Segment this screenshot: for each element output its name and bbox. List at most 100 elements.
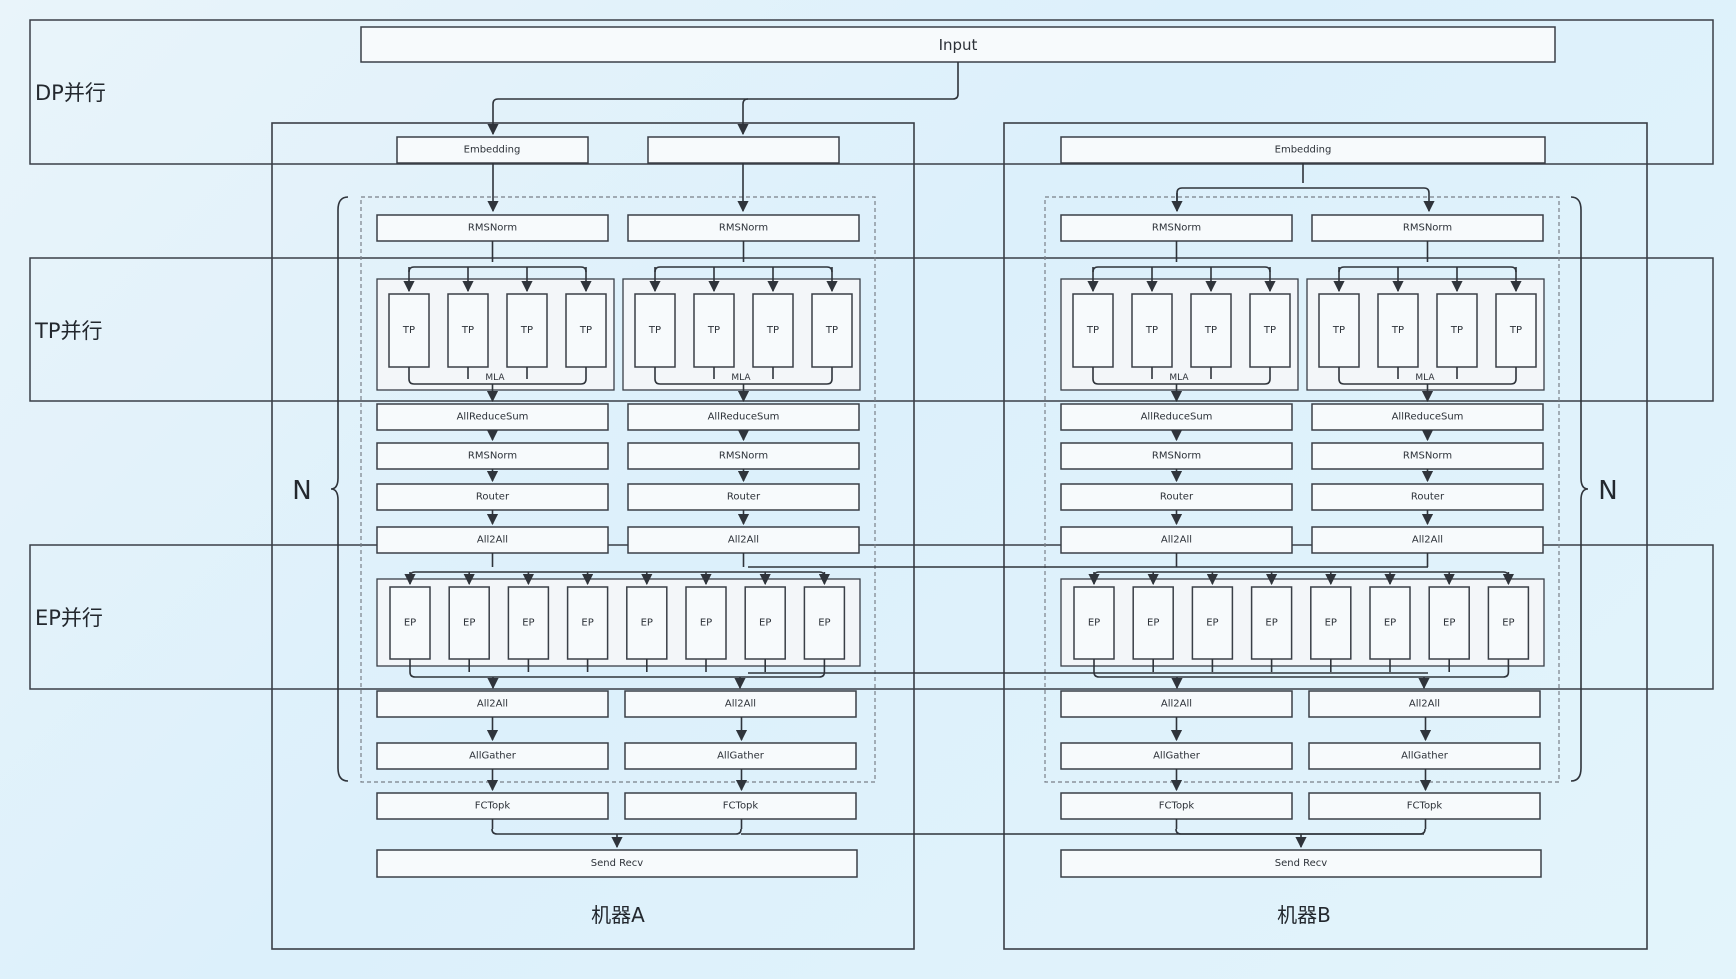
ep-unit-box xyxy=(1250,586,1293,660)
rmsnorm-box xyxy=(1060,214,1293,242)
tp-unit-label: TP xyxy=(461,325,474,336)
tp-unit-label: TP xyxy=(1086,325,1099,336)
tp-unit-label: TP xyxy=(707,325,720,336)
machine-b-repeat-label: N xyxy=(1598,476,1617,506)
send-recv-box xyxy=(376,849,858,878)
ep-unit-label: EP xyxy=(1443,618,1455,629)
connector-line xyxy=(1092,378,1271,385)
router-label: Router xyxy=(1411,492,1445,503)
allgather-box xyxy=(1308,742,1541,770)
allreduce-label: AllReduceSum xyxy=(1392,412,1464,423)
connector-line xyxy=(408,378,587,385)
allreduce-label: AllReduceSum xyxy=(457,412,529,423)
embedding-split-line xyxy=(1176,163,1429,211)
merge-bus xyxy=(491,828,742,835)
tp-unit-label: TP xyxy=(1391,325,1404,336)
tp-unit-label: TP xyxy=(766,325,779,336)
tp-unit-label: TP xyxy=(1509,325,1522,336)
allreduce-box xyxy=(1060,403,1293,431)
machine-a-layer-region xyxy=(360,196,876,783)
allgather-box xyxy=(376,742,609,770)
mla-label: MLA xyxy=(1415,373,1435,383)
tp-unit-label: TP xyxy=(1204,325,1217,336)
ep-unit-label: EP xyxy=(404,618,416,629)
tp-unit-box xyxy=(693,293,735,368)
ep-unit-box xyxy=(626,586,668,660)
tp-unit-box xyxy=(447,293,489,368)
ep-combine-bus xyxy=(409,671,826,678)
ep-unit-label: EP xyxy=(759,618,771,629)
all2all-label: All2All xyxy=(1161,535,1192,546)
tp-band-label: TP并行 xyxy=(34,319,103,343)
ep-unit-label: EP xyxy=(1088,618,1100,629)
send-recv-label: Send Recv xyxy=(591,858,644,869)
all2all-box xyxy=(624,690,857,718)
connector-line xyxy=(1092,266,1271,273)
ep-unit-box xyxy=(1191,586,1234,660)
ep-unit-label: EP xyxy=(1502,618,1514,629)
tp-unit-label: TP xyxy=(1263,325,1276,336)
connector-line xyxy=(654,266,833,273)
router-label: Router xyxy=(727,492,761,503)
fctopk-label: FCTopk xyxy=(723,801,759,812)
allgather-label: AllGather xyxy=(469,751,517,762)
rmsnorm-box xyxy=(376,442,609,470)
tp-unit-label: TP xyxy=(520,325,533,336)
ep-combine-bus xyxy=(1093,671,1510,678)
machine-a-repeat-label: N xyxy=(292,476,311,506)
tp-unit-box xyxy=(634,293,676,368)
dp-band xyxy=(29,19,1714,165)
tp-band xyxy=(29,257,1714,402)
pipeline-group: RMSNorm TP TP TP TP MLA AllReduceSum RMSNorm Rou… xyxy=(376,214,1545,878)
ep-unit-label: EP xyxy=(1147,618,1159,629)
tp-unit-label: TP xyxy=(1332,325,1345,336)
mla-label: MLA xyxy=(731,373,751,383)
machine-b-layer-region xyxy=(1044,196,1560,783)
tp-unit-box xyxy=(506,293,548,368)
all2all-label: All2All xyxy=(728,535,759,546)
ep-unit-box xyxy=(1369,586,1411,660)
rmsnorm-label: RMSNorm xyxy=(1152,223,1201,234)
rmsnorm-label: RMSNorm xyxy=(1403,223,1452,234)
all2all-label: All2All xyxy=(1412,535,1443,546)
all2all-label: All2All xyxy=(725,699,756,710)
rmsnorm-box xyxy=(1311,214,1544,242)
ep-unit-label: EP xyxy=(1265,618,1277,629)
rmsnorm-box xyxy=(1311,442,1544,470)
rmsnorm-label: RMSNorm xyxy=(468,223,517,234)
ep-unit-box xyxy=(1132,586,1174,660)
ep-dispatch-bus xyxy=(409,571,826,578)
machine-b-frame xyxy=(1003,122,1648,950)
ep-unit-box xyxy=(1310,586,1352,660)
tp-unit-label: TP xyxy=(1450,325,1463,336)
ep-unit-label: EP xyxy=(463,618,475,629)
fctopk-label: FCTopk xyxy=(475,801,511,812)
rmsnorm-label: RMSNorm xyxy=(1152,451,1201,462)
ep-unit-label: EP xyxy=(581,618,593,629)
tp-unit-box xyxy=(811,293,853,368)
rmsnorm-box xyxy=(376,214,609,242)
send-recv-label: Send Recv xyxy=(1275,858,1328,869)
send-recv-box xyxy=(1060,849,1542,878)
rmsnorm-label: RMSNorm xyxy=(719,451,768,462)
tp-unit-label: TP xyxy=(648,325,661,336)
rmsnorm-label: RMSNorm xyxy=(468,451,517,462)
ep-band-label: EP并行 xyxy=(35,606,103,630)
tp-unit-label: TP xyxy=(402,325,415,336)
dp-band-label: DP并行 xyxy=(35,81,106,105)
rmsnorm-box xyxy=(627,214,860,242)
ep-unit-box xyxy=(1428,586,1470,660)
allreduce-label: AllReduceSum xyxy=(708,412,780,423)
tp-unit-box xyxy=(1072,293,1114,368)
embedding-box xyxy=(647,136,840,164)
input-to-embedding-line xyxy=(487,62,959,136)
ep-unit-label: EP xyxy=(522,618,534,629)
router-box xyxy=(1311,483,1544,511)
input-label: Input xyxy=(939,36,978,54)
all2all-box xyxy=(1060,526,1293,554)
all2all-label: All2All xyxy=(477,699,508,710)
router-label: Router xyxy=(1160,492,1194,503)
ep-dispatch-bus xyxy=(1093,571,1510,578)
machine-a-label: 机器A xyxy=(591,903,645,927)
